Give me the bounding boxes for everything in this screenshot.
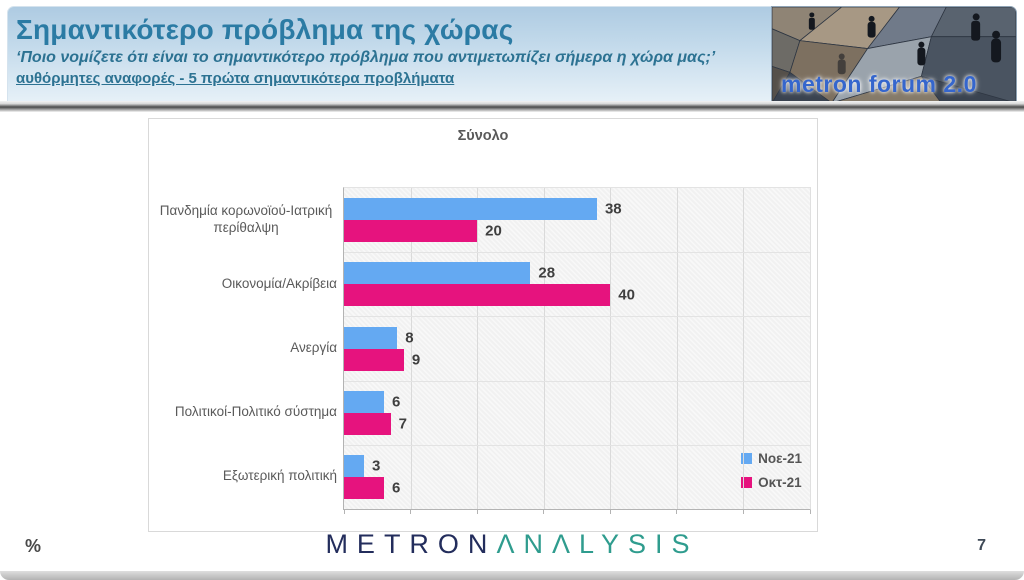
gridline — [543, 188, 545, 509]
legend-item: Οκτ-21 — [741, 470, 802, 494]
legend-item: Νοε-21 — [741, 446, 802, 470]
band-separator — [344, 381, 810, 382]
bar-value-label: 8 — [405, 329, 414, 346]
bar-Νοε-21 — [344, 198, 597, 221]
bar-Οκτ-21 — [344, 412, 391, 435]
logo-mosaic-image — [772, 7, 1016, 103]
category-label: Οικονομία/Ακρίβεια — [155, 251, 337, 315]
people-silhouettes — [808, 12, 1002, 75]
category-label-text: Πολιτικοί-Πολιτικό σύστημα — [174, 403, 337, 419]
metron-analysis-logo-analysis: ΛNΛLYSIS — [496, 529, 699, 559]
axis-tick — [410, 510, 412, 514]
gridline — [410, 188, 412, 509]
gridline — [477, 188, 479, 509]
metron-analysis-logo-metron: METRON — [325, 529, 497, 559]
bar-Νοε-21 — [344, 326, 398, 349]
axis-tick — [543, 510, 545, 514]
header-divider — [0, 101, 1024, 112]
category-label-text: Οικονομία/Ακρίβεια — [221, 275, 337, 291]
header-subtitle-note: αυθόρμητες αναφορές - 5 πρώτα σημαντικότ… — [16, 69, 455, 87]
category-label: Ανεργία — [155, 315, 337, 379]
bar-value-label: 3 — [371, 457, 381, 475]
category-label: Πολιτικοί-Πολιτικό σύστημα — [155, 380, 337, 444]
gridline — [743, 188, 745, 509]
page-number: 7 — [977, 537, 986, 554]
bar-value-label: 20 — [485, 222, 502, 240]
bar-Οκτ-21 — [344, 476, 384, 499]
bar-Οκτ-21 — [344, 220, 478, 243]
bar-Νοε-21 — [344, 454, 364, 477]
axis-tick — [609, 510, 611, 514]
bar-value-label: 6 — [391, 479, 401, 497]
header-subtitle: ‘Ποιο νομίζετε ότι είναι το σημαντικότερ… — [16, 48, 716, 66]
percent-unit-label: % — [25, 536, 42, 556]
band-separator — [344, 252, 810, 253]
category-label: Πανδημία κορωνοϊού-Ιατρική περίθαλψη — [155, 187, 337, 251]
category-axis-labels: Πανδημία κορωνοϊού-Ιατρική περίθαλψη Οικο… — [155, 187, 337, 508]
plot-area: Νοε-21 Οκτ-21 38 20 28 40 8 9 6 7 3 6 — [343, 187, 811, 514]
bar-value-label: 7 — [398, 415, 407, 433]
bar-value-label: 40 — [618, 286, 635, 304]
gridline — [676, 188, 678, 509]
axis-tick — [809, 510, 811, 514]
metron-forum-logo-text: metron forum 2.0 — [781, 71, 977, 97]
bar-Νοε-21 — [344, 262, 531, 285]
bar-value-label: 28 — [538, 264, 556, 282]
chart-title: Σύνολο — [457, 128, 509, 144]
category-label-text: Πανδημία κορωνοϊού-Ιατρική περίθαλψη — [159, 202, 333, 236]
category-label: Εξωτερική πολιτική — [155, 444, 337, 508]
category-label-text: Ανεργία — [290, 339, 337, 355]
metron-forum-logo: metron forum 2.0 — [771, 6, 1017, 104]
slide-bottom-edge — [0, 571, 1024, 580]
legend-label: Νοε-21 — [758, 450, 802, 466]
legend-swatch — [741, 452, 753, 464]
legend-label: Οκτ-21 — [758, 474, 802, 490]
bar-Νοε-21 — [344, 390, 384, 413]
page-title: Σημαντικότερο πρόβλημα της χώρας — [16, 14, 514, 45]
gridline — [610, 188, 612, 509]
bar-value-label: 6 — [391, 393, 401, 411]
legend-swatch — [741, 476, 753, 488]
category-label-text: Εξωτερική πολιτική — [222, 468, 337, 484]
axis-tick — [742, 510, 744, 514]
chart-legend: Νοε-21 Οκτ-21 — [741, 446, 802, 494]
header-text: Σημαντικότερο πρόβλημα της χώρας ‘Ποιο ν… — [16, 14, 756, 87]
axis-tick — [476, 510, 478, 514]
bar-value-label: 38 — [604, 200, 622, 218]
metron-analysis-logo: METRONΛNΛLYSIS — [0, 529, 1024, 560]
bar-Οκτ-21 — [344, 348, 404, 371]
band-separator — [344, 316, 810, 317]
bar-Οκτ-21 — [344, 284, 611, 307]
axis-tick — [676, 510, 678, 514]
bar-value-label: 9 — [411, 351, 421, 368]
band-separator — [344, 445, 810, 446]
axis-tick — [343, 510, 345, 514]
chart-panel: Σύνολο Πανδημία κορωνοϊού-Ιατρική περίθα… — [148, 118, 818, 532]
